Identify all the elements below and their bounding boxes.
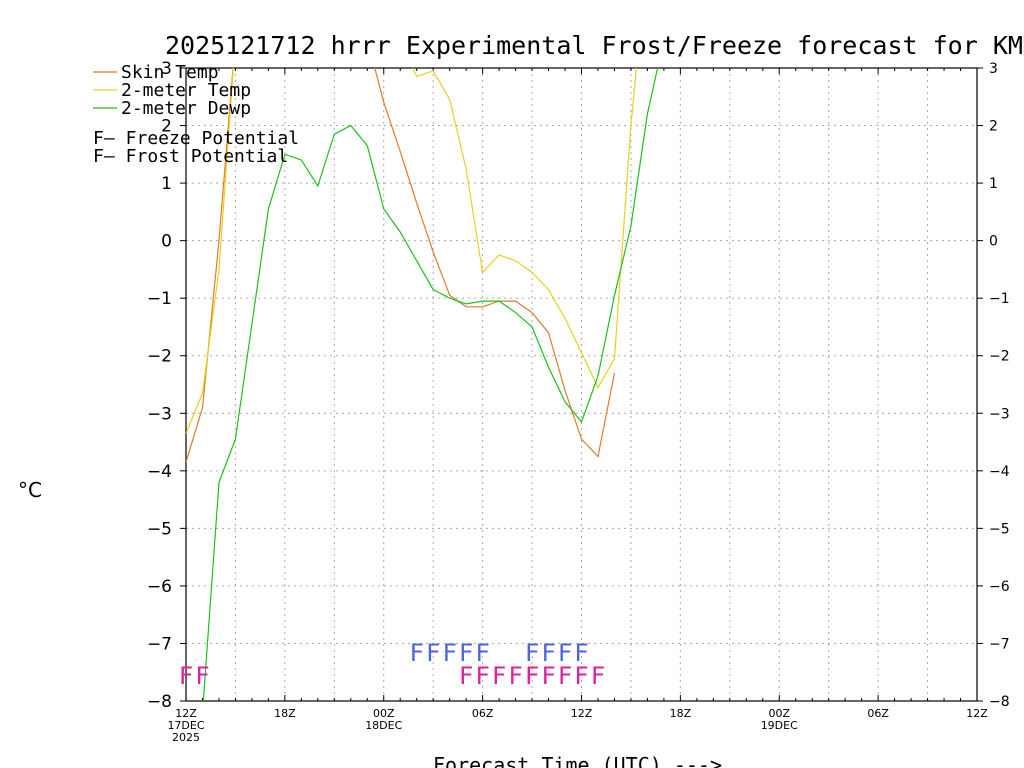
freeze-marker: F [492, 662, 506, 690]
y-tick-label: −5 [147, 519, 172, 539]
x-tick-label: 06Z [867, 707, 889, 720]
freeze-marker: F [541, 662, 555, 690]
y-axis-label: °C [18, 478, 42, 502]
freeze-marker: F [179, 662, 193, 690]
y-tick-label-right: 2 [989, 119, 998, 135]
legend-item: 2-meter Dewp [121, 98, 251, 119]
y-tick-label: −2 [147, 347, 172, 367]
y-tick-label: −1 [147, 289, 172, 309]
y-tick-label: 0 [161, 232, 172, 252]
series-2-meter-dewp [202, 68, 659, 701]
y-tick-label: 1 [161, 174, 172, 194]
legend-potential-marker: F [93, 128, 104, 149]
x-tick-label: 18Z [670, 707, 692, 720]
axes: −8 −8 −7 −7 −6 −6 −5 −5 −4 −4 −3 −3 −2 −2 −1 −1 0 0 1 1 2 2 3 3… [147, 59, 1010, 744]
frost-marker: F [426, 639, 440, 667]
x-tick-label: 12Z [571, 707, 593, 720]
y-tick-label: −7 [147, 634, 172, 654]
legend-item: Skin Temp [121, 62, 219, 83]
y-tick-label: −8 [147, 692, 172, 712]
y-tick-label: −6 [147, 577, 172, 597]
freeze-marker: F [475, 662, 489, 690]
y-tick-label-right: 0 [989, 234, 998, 250]
x-tick-label: 18Z [274, 707, 296, 720]
y-tick-label: −3 [147, 404, 172, 424]
y-tick-label-right: −1 [989, 291, 1010, 307]
frost-marker: F [525, 639, 539, 667]
y-tick-label-right: −2 [989, 349, 1010, 365]
y-tick-label: 2 [161, 117, 172, 137]
frost-marker: F [574, 639, 588, 667]
x-tick-label: 00Z [373, 707, 395, 720]
y-tick-label-right: 3 [989, 61, 998, 77]
x-tick-label: 12Z [966, 707, 988, 720]
freeze-marker: F [195, 662, 209, 690]
freeze-marker: F [591, 662, 605, 690]
y-tick-label-right: −3 [989, 406, 1010, 422]
y-tick-label-right: −5 [989, 521, 1010, 537]
x-tick-label: 00Z [768, 707, 790, 720]
frost-marker: F [459, 639, 473, 667]
x-tick-label: 06Z [472, 707, 494, 720]
series-2-meter-temp [186, 68, 638, 434]
y-tick-label-right: −7 [989, 636, 1010, 652]
x-tick-date: 17DEC [167, 719, 204, 732]
y-tick-label: 3 [161, 59, 172, 79]
frost-marker: F [475, 639, 489, 667]
series-layer [186, 68, 659, 701]
x-tick-label: 12Z [175, 707, 197, 720]
freeze-marker: F [558, 662, 572, 690]
y-tick-label: −4 [147, 462, 172, 482]
potential-markers: F F F F F F F F FF F F F F F F F F F F [179, 639, 605, 690]
legend-potential-label: – Frost Potential [104, 146, 288, 167]
x-tick-year: 2025 [172, 731, 200, 744]
y-tick-label-right: 1 [989, 176, 998, 192]
freeze-marker: F [508, 662, 522, 690]
freeze-marker: F [525, 662, 539, 690]
grid [186, 68, 977, 701]
y-tick-label-right: −8 [989, 694, 1010, 710]
legend-potential-label: – Freeze Potential [104, 128, 299, 149]
frost-marker: F [442, 639, 456, 667]
freeze-marker: F [574, 662, 588, 690]
y-tick-label-right: −6 [989, 579, 1010, 595]
frost-marker: F [409, 639, 423, 667]
plot-frame [185, 67, 978, 702]
frost-marker: F [558, 639, 572, 667]
x-tick-date: 18DEC [365, 719, 402, 732]
legend-item: 2-meter Temp [121, 80, 251, 101]
chart-title: 2025121712 hrrr Experimental Frost/Freez… [165, 31, 1024, 60]
x-tick-date: 19DEC [761, 719, 798, 732]
legend-potential-marker: F [93, 146, 104, 167]
frost-marker: F [541, 639, 555, 667]
y-tick-label-right: −4 [989, 464, 1010, 480]
x-axis-label: Forecast Time (UTC) ---> [433, 753, 722, 768]
freeze-marker: F [459, 662, 473, 690]
